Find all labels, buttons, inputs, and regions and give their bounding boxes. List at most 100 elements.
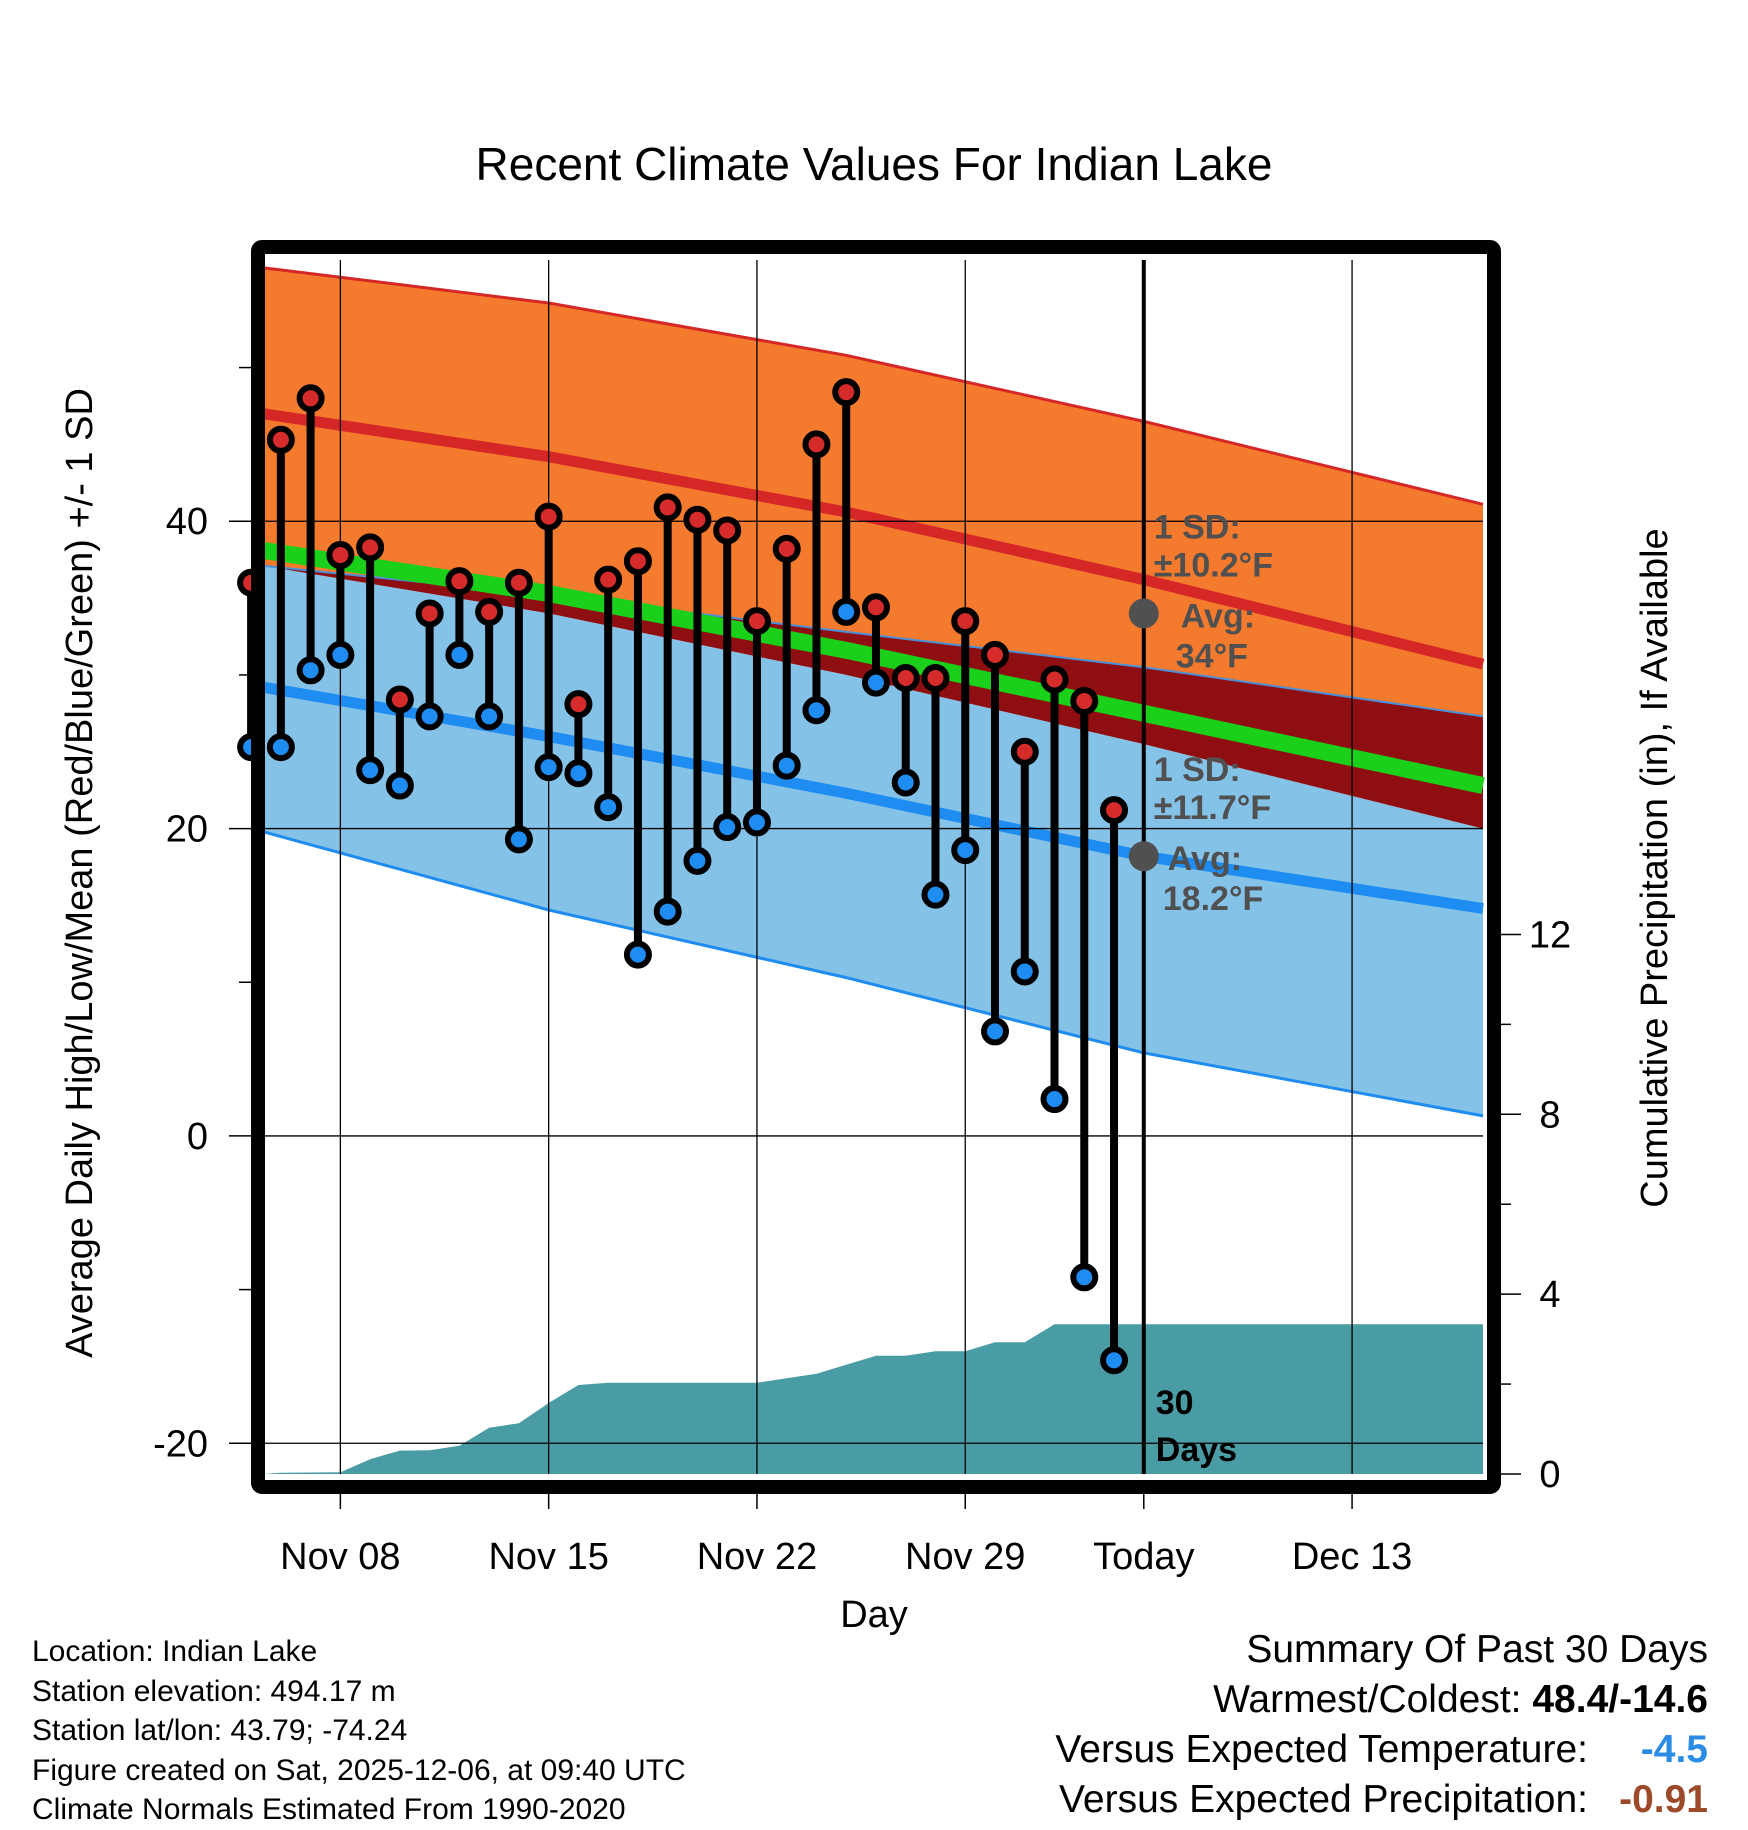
- left-tick-label-40: 40: [166, 501, 208, 543]
- obs-low-point: [713, 813, 742, 842]
- left-tick-label-0: 0: [187, 1116, 208, 1158]
- obs-low-point: [832, 597, 861, 626]
- x-axis-label: Day: [840, 1594, 908, 1636]
- obs-low-point: [921, 880, 950, 909]
- obs-high-point: [356, 533, 385, 562]
- obs-low-point: [475, 702, 504, 731]
- info-location: Location: Indian Lake: [32, 1635, 318, 1668]
- obs-high-point: [594, 565, 623, 594]
- summary-precip-label: Versus Expected Precipitation:: [1059, 1778, 1588, 1821]
- low-avg-line: [262, 681, 1484, 914]
- obs-low-point: [861, 668, 890, 697]
- obs-high-point: [534, 502, 563, 531]
- summary-precip-row: Versus Expected Precipitation: -0.91: [1055, 1775, 1708, 1825]
- precip-area: [263, 1324, 1483, 1474]
- low-avg-label-1: Avg:: [1168, 840, 1242, 878]
- info-created: Figure created on Sat, 2025-12-06, at 09…: [32, 1753, 686, 1787]
- obs-low-point: [415, 702, 444, 731]
- summary-panel: Summary Of Past 30 Days Warmest/Coldest:…: [1055, 1625, 1708, 1825]
- y-axis-label-right: Cumulative Precipitation (in), If Availa…: [1634, 528, 1676, 1207]
- obs-low-point: [356, 756, 385, 785]
- right-tick-label-0: 0: [1539, 1454, 1560, 1496]
- obs-high-point: [891, 663, 920, 692]
- summary-warmest-value: 48.4/-14.6: [1532, 1678, 1708, 1721]
- station-info: Location: Indian Lake Station elevation:…: [32, 1632, 686, 1830]
- obs-low-point: [802, 696, 831, 725]
- obs-high-point: [921, 663, 950, 692]
- obs-high-point: [623, 547, 652, 576]
- summary-title: Summary Of Past 30 Days: [1246, 1628, 1708, 1671]
- high-avg-marker: [1128, 598, 1159, 629]
- info-latlon: Station lat/lon: 43.79; -74.24: [32, 1714, 408, 1747]
- obs-low-point: [594, 793, 623, 822]
- daily-observations: [237, 378, 1129, 1375]
- obs-high-point: [861, 593, 890, 622]
- obs-high-point: [653, 493, 682, 522]
- right-tick-label-12: 12: [1529, 914, 1571, 956]
- summary-temp-row: Versus Expected Temperature: -4.5: [1055, 1725, 1708, 1775]
- obs-high-point: [296, 384, 325, 413]
- obs-high-point: [772, 534, 801, 563]
- period-label-2: Days: [1156, 1431, 1237, 1469]
- x-tick-label-nov-15: Nov 15: [488, 1536, 608, 1578]
- x-tick-label-nov-29: Nov 29: [905, 1536, 1025, 1578]
- grid-lines: [263, 260, 1483, 1474]
- x-tick-label-nov-22: Nov 22: [697, 1536, 817, 1578]
- obs-high-point: [951, 607, 980, 636]
- high-upper-line: [262, 266, 1484, 506]
- precipitation-area: [263, 1324, 1483, 1474]
- obs-low-point: [981, 1017, 1009, 1046]
- high-sd-label-2: ±10.2°F: [1154, 546, 1273, 584]
- obs-high-point: [564, 690, 593, 719]
- obs-high-point: [1040, 665, 1069, 694]
- summary-precip-value: -0.91: [1619, 1778, 1708, 1821]
- plot-border: [251, 240, 1501, 1494]
- obs-low-point: [1100, 1346, 1129, 1375]
- obs-high-point: [266, 425, 295, 454]
- low-sd-label-1: 1 SD:: [1154, 751, 1241, 789]
- obs-high-point: [326, 541, 355, 570]
- x-tick-label-dec-13: Dec 13: [1292, 1536, 1412, 1578]
- obs-low-point: [266, 733, 295, 762]
- obs-high-point: [1010, 737, 1039, 766]
- high-sd-band: [263, 267, 1483, 717]
- obs-high-point: [802, 430, 831, 459]
- right-tick-label-8: 8: [1539, 1094, 1560, 1136]
- summary-warmest-row: Warmest/Coldest: 48.4/-14.6: [1055, 1675, 1708, 1725]
- high-avg-label-1: Avg:: [1181, 597, 1255, 635]
- obs-high-point: [445, 567, 474, 596]
- obs-high-point: [385, 685, 414, 714]
- obs-low-point: [772, 751, 801, 780]
- obs-low-point: [1040, 1085, 1069, 1114]
- obs-low-point: [296, 656, 325, 685]
- left-tick-label--20: -20: [153, 1423, 208, 1465]
- obs-low-point: [742, 808, 771, 837]
- low-lower-line: [262, 830, 1484, 1118]
- obs-high-point: [415, 599, 444, 628]
- low-sd-label-2: ±11.7°F: [1154, 789, 1271, 827]
- obs-low-point: [951, 836, 980, 865]
- obs-high-point: [475, 597, 504, 626]
- obs-high-point: [832, 378, 861, 407]
- obs-low-point: [504, 825, 533, 854]
- high-avg-label-2: 34°F: [1176, 637, 1248, 675]
- low-avg-label-2: 18.2°F: [1163, 880, 1264, 918]
- obs-high-point: [1100, 796, 1129, 825]
- right-tick-label-4: 4: [1539, 1274, 1560, 1316]
- plot-frame: [251, 240, 1501, 1494]
- obs-high-point: [504, 568, 533, 597]
- obs-high-point: [683, 505, 712, 534]
- info-normals: Climate Normals Estimated From 1990-2020: [32, 1793, 626, 1826]
- summary-warmest-label: Warmest/Coldest:: [1213, 1678, 1533, 1721]
- obs-high-point: [742, 607, 771, 636]
- obs-high-point: [713, 516, 742, 545]
- obs-low-point: [385, 771, 414, 800]
- x-tick-label-nov-08: Nov 08: [280, 1536, 400, 1578]
- x-tick-label-today: Today: [1093, 1536, 1194, 1578]
- obs-low-point: [564, 759, 593, 788]
- axis-ticks: -20 0 20 40 0 4 8 12 Nov 08 Nov 15 Nov 22 Nov 29 Tod…: [153, 366, 1571, 1578]
- obs-low-point: [891, 768, 920, 797]
- obs-low-point: [653, 897, 682, 926]
